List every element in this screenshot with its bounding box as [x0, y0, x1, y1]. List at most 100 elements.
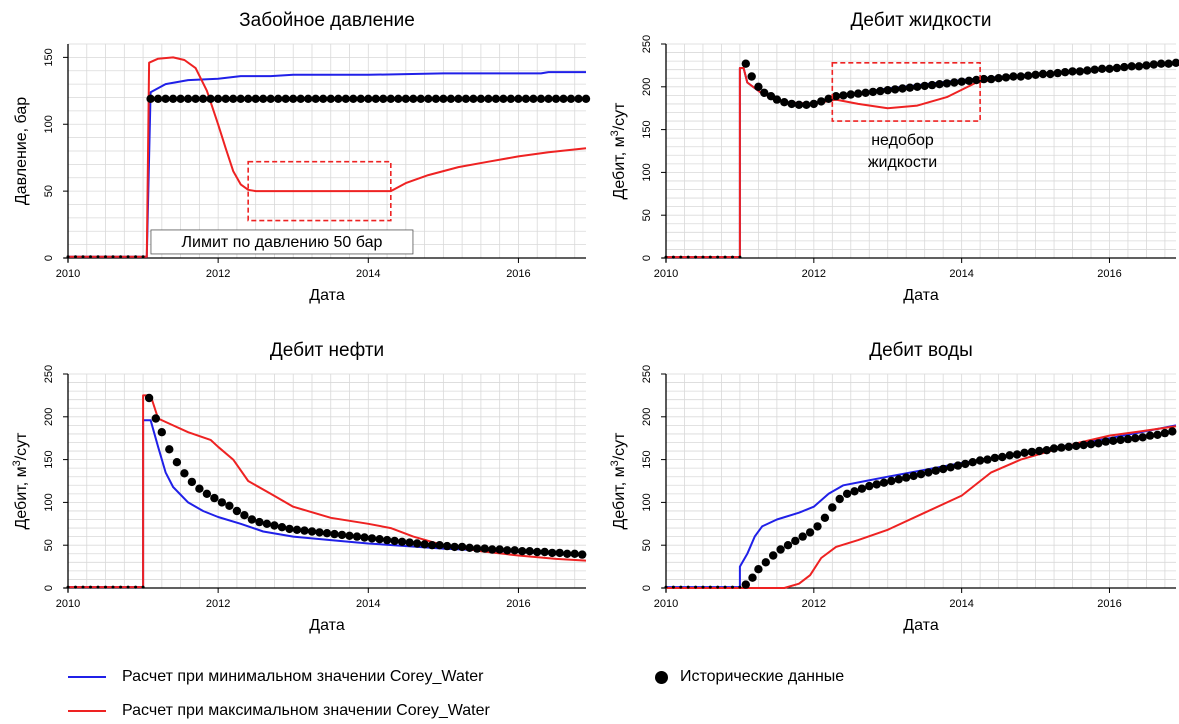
history-point: [427, 541, 437, 550]
history-point: [304, 94, 313, 104]
history-point: [126, 255, 130, 259]
history-point: [510, 546, 519, 555]
history-point: [518, 547, 527, 556]
history-point: [780, 98, 789, 107]
history-point: [439, 94, 448, 104]
history-point: [787, 99, 796, 109]
y-axis-label: Дебит, м3/сут: [609, 432, 628, 530]
history-point: [1149, 60, 1159, 69]
history-point: [126, 585, 130, 589]
chart-title: Забойное давление: [239, 10, 415, 31]
history-point: [679, 255, 683, 259]
history-point: [499, 94, 508, 104]
y-tick-label: 200: [641, 408, 653, 426]
history-point: [544, 94, 553, 104]
history-point: [270, 521, 279, 530]
history-point: [805, 528, 815, 537]
history-point: [375, 535, 384, 544]
history-point: [484, 94, 493, 104]
history-point: [488, 545, 497, 554]
history-point: [514, 94, 523, 104]
history-point: [210, 493, 219, 503]
history-point: [890, 85, 900, 94]
x-tick-label: 2012: [802, 598, 826, 610]
history-point: [144, 393, 154, 403]
history-point: [828, 503, 837, 512]
history-point: [89, 585, 92, 589]
x-tick-label: 2010: [654, 268, 678, 280]
history-point: [894, 475, 903, 484]
history-point: [578, 550, 587, 559]
history-point: [221, 94, 230, 104]
history-point: [723, 255, 727, 259]
x-tick-label: 2010: [56, 598, 80, 610]
history-point: [450, 542, 459, 552]
y-tick-label: 50: [43, 539, 55, 551]
history-point: [251, 94, 260, 104]
history-point: [1046, 69, 1055, 79]
history-point: [994, 74, 1003, 83]
y-tick-label: 250: [641, 35, 653, 53]
history-point: [382, 535, 392, 545]
history-point: [151, 414, 160, 423]
history-point: [1142, 61, 1151, 70]
history-point: [367, 534, 377, 543]
history-point: [394, 94, 403, 104]
history-point: [964, 76, 974, 86]
history-point: [134, 585, 138, 589]
history-point: [772, 95, 782, 104]
history-point: [776, 545, 785, 554]
history-point: [708, 585, 712, 589]
history-point: [111, 585, 115, 589]
history-point: [1153, 430, 1162, 439]
history-point: [794, 100, 804, 110]
history-point: [289, 94, 298, 104]
y-tick-label: 200: [43, 408, 55, 426]
history-point: [983, 455, 992, 464]
history-point: [141, 255, 145, 259]
y-tick-label: 100: [641, 493, 653, 511]
history-point: [146, 94, 155, 104]
series-line-min: [68, 71, 586, 258]
history-point: [465, 543, 474, 552]
history-point: [716, 255, 720, 259]
history-point: [1109, 436, 1118, 445]
y-tick-label: 200: [641, 78, 653, 96]
history-point: [927, 80, 937, 90]
history-point: [924, 468, 933, 477]
history-point: [842, 489, 852, 498]
history-point: [868, 87, 878, 97]
history-point: [229, 94, 238, 104]
history-point: [352, 532, 362, 541]
history-point: [935, 80, 944, 89]
history-point: [1134, 62, 1144, 71]
history-point: [104, 585, 107, 589]
history-point: [920, 81, 929, 91]
history-point: [664, 255, 668, 259]
history-point: [1168, 427, 1177, 436]
history-point: [1160, 428, 1170, 438]
history-point: [1101, 437, 1111, 446]
y-axis-label-sup: 3: [609, 460, 621, 466]
history-point: [495, 545, 504, 554]
series-line-min: [666, 424, 1177, 589]
history-point: [247, 515, 257, 524]
history-point: [379, 94, 388, 104]
history-point: [783, 541, 793, 550]
history-point: [536, 94, 546, 104]
annotation-label-box: [150, 229, 414, 255]
history-point: [671, 585, 675, 589]
history-point: [409, 94, 418, 104]
history-point: [491, 94, 501, 104]
annotation-text: недобор: [871, 132, 934, 149]
x-axis-label: Дата: [309, 287, 345, 304]
y-tick-label: 150: [641, 450, 653, 468]
history-point: [1064, 442, 1074, 451]
history-point: [1005, 451, 1014, 460]
history-point: [165, 445, 174, 454]
history-point: [244, 94, 253, 104]
history-point: [1035, 446, 1044, 456]
history-point: [581, 94, 591, 104]
history-point: [240, 511, 249, 520]
